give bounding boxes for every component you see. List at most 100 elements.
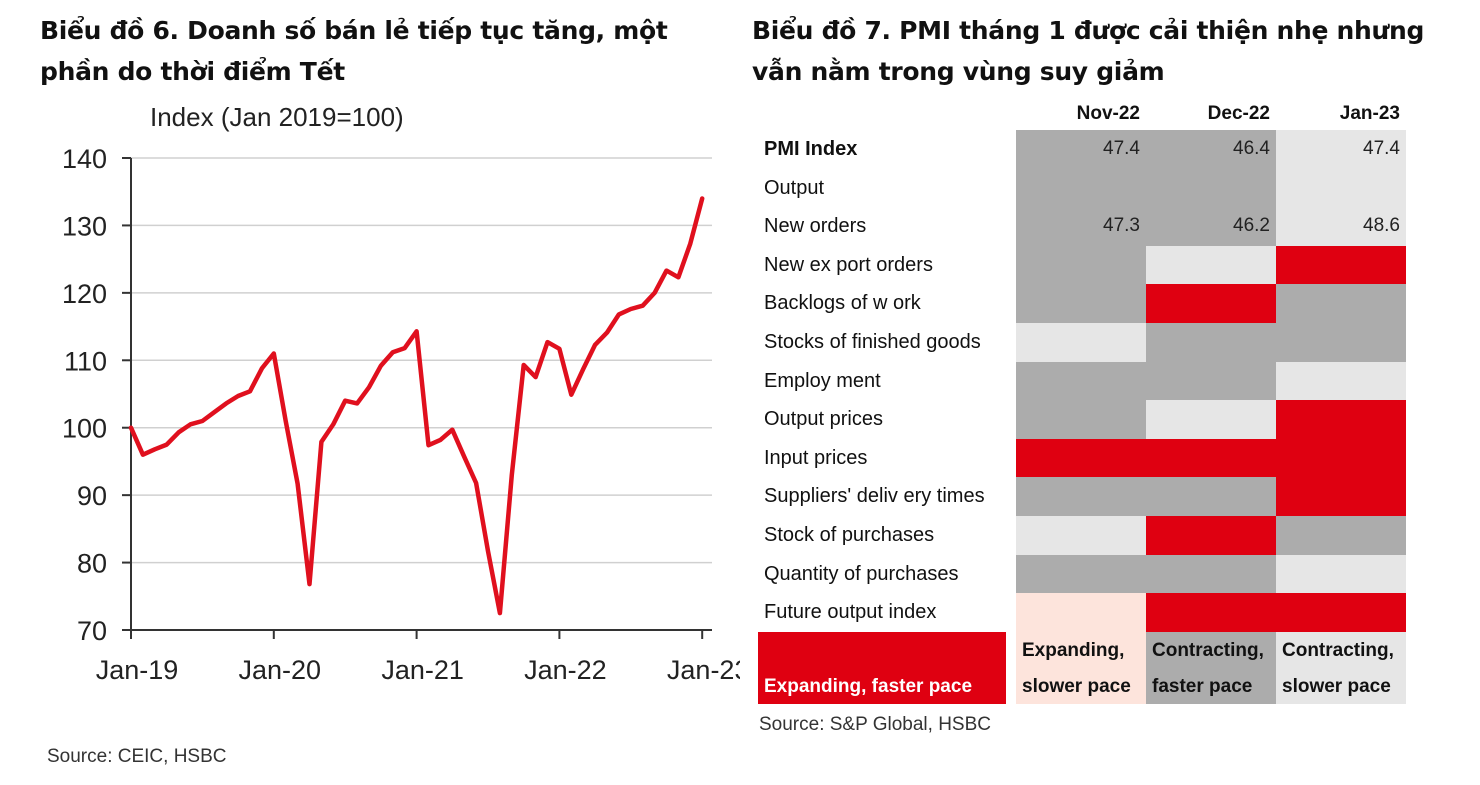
data-point: [403, 346, 407, 350]
heatmap-cell: 46.2: [1146, 207, 1276, 247]
data-point: [391, 350, 395, 354]
data-point: [165, 443, 169, 447]
data-point: [569, 393, 573, 397]
y-tick-label: 120: [62, 279, 107, 309]
data-point: [415, 329, 419, 333]
heatmap-cell: [1276, 323, 1406, 363]
data-point: [236, 394, 240, 398]
column-header: Jan-23: [1339, 103, 1400, 124]
row-label: Input prices: [764, 446, 868, 469]
heatmap-cell: [1146, 323, 1276, 363]
data-point: [450, 428, 454, 432]
heatmap-cell: [1016, 323, 1146, 363]
data-point: [177, 430, 181, 434]
data-point: [462, 455, 466, 459]
data-point: [617, 312, 621, 316]
heatmap-cell: [1276, 168, 1406, 208]
data-point: [141, 453, 145, 457]
legend-line-1: Contracting,: [1152, 639, 1264, 661]
legend-line-2: slower pace: [1022, 675, 1131, 697]
row-label: Suppliers' deliv ery times: [764, 485, 985, 508]
x-tick-label: Jan-23: [667, 655, 740, 685]
heatmap-cell: [1016, 554, 1146, 594]
data-point: [581, 367, 585, 371]
row-label: Quantity of purchases: [764, 562, 959, 585]
right-chart-title: Biểu đồ 7. PMI tháng 1 được cải thiện nh…: [752, 16, 1425, 86]
data-point: [688, 242, 692, 246]
data-point: [605, 331, 609, 335]
x-tick-label: Jan-21: [381, 655, 464, 685]
data-point: [427, 443, 431, 447]
data-point: [474, 481, 478, 485]
legend-es: Expanding, slower pace: [1016, 631, 1146, 704]
y-tick-label: 70: [77, 616, 107, 646]
data-point: [629, 307, 633, 311]
heatmap-cell: [1016, 593, 1146, 633]
heatmap-cell: 47.4: [1016, 130, 1146, 170]
heatmap-cell: 48.6: [1276, 207, 1406, 247]
x-tick-label: Jan-22: [524, 655, 607, 685]
data-point: [653, 291, 657, 295]
left-chart-title: Biểu đồ 6. Doanh số bán lẻ tiếp tục tăng…: [40, 16, 668, 86]
data-point: [153, 447, 157, 451]
heatmap-cell: [1146, 168, 1276, 208]
row-label: Future output index: [764, 601, 937, 624]
heatmap-cell: [1146, 284, 1276, 324]
data-point: [522, 363, 526, 367]
legend-line-2: Expanding, faster pace: [764, 675, 973, 697]
heatmap-cell: [1146, 400, 1276, 440]
data-point: [260, 366, 264, 370]
data-point: [331, 422, 335, 426]
y-tick-label: 130: [62, 211, 107, 241]
data-point: [200, 419, 204, 423]
heatmap-cell: [1276, 245, 1406, 285]
data-point: [665, 269, 669, 273]
retail-sales-line-chart: 70 80 90 100 110 120 130 140 Jan-19 Jan-20 Jan-21 J…: [62, 144, 740, 685]
legend-line-1: Contracting,: [1282, 639, 1394, 661]
data-point: [557, 347, 561, 351]
heatmap-cell: 47.4: [1276, 130, 1406, 170]
heatmap-cell: [1146, 477, 1276, 517]
legend-ef: Expanding, faster pace: [758, 631, 1006, 704]
row-label: Output: [764, 176, 825, 199]
heatmap-cell: 47.3: [1016, 207, 1146, 247]
x-tick-label: Jan-20: [239, 655, 322, 685]
data-point: [641, 304, 645, 308]
heatmap-cell: [1016, 245, 1146, 285]
data-point: [296, 482, 300, 486]
series-line: [128, 196, 705, 616]
heatmap-cell: [1016, 400, 1146, 440]
legend-line-1: Expanding,: [1022, 639, 1125, 661]
row-label: Stocks of finished goods: [764, 331, 981, 353]
heatmap-cell: [1016, 477, 1146, 517]
data-point: [308, 582, 312, 586]
heatmap-cell: [1276, 400, 1406, 440]
data-point: [379, 364, 383, 368]
heatmap-cell: [1016, 361, 1146, 401]
y-tick-label: 80: [77, 549, 107, 579]
data-point: [676, 275, 680, 279]
data-point: [700, 196, 704, 200]
data-point: [510, 473, 514, 477]
legend-line-1: [764, 632, 1006, 668]
legend-cf: Contracting, faster pace: [1146, 631, 1276, 704]
heatmap-cell: [1146, 593, 1276, 633]
heatmap-cell: [1276, 593, 1406, 633]
row-label: Stock of purchases: [764, 524, 935, 546]
heatmap-cell: [1146, 554, 1276, 594]
data-point: [486, 549, 490, 553]
data-point: [498, 611, 502, 615]
heatmap-cell: [1276, 284, 1406, 324]
data-point: [319, 440, 323, 444]
legend-line-2: slower pace: [1282, 675, 1391, 697]
data-point: [212, 410, 216, 414]
heatmap-cell: [1276, 554, 1406, 594]
data-point: [272, 352, 276, 356]
heatmap-cell: [1276, 438, 1406, 478]
row-label: Backlogs of w ork: [764, 292, 921, 315]
right-chart-source: Source: S&P Global, HSBC: [759, 714, 991, 735]
y-tick-label: 90: [77, 481, 107, 511]
data-point: [129, 426, 133, 430]
data-point: [593, 343, 597, 347]
heatmap-cell: [1276, 516, 1406, 556]
